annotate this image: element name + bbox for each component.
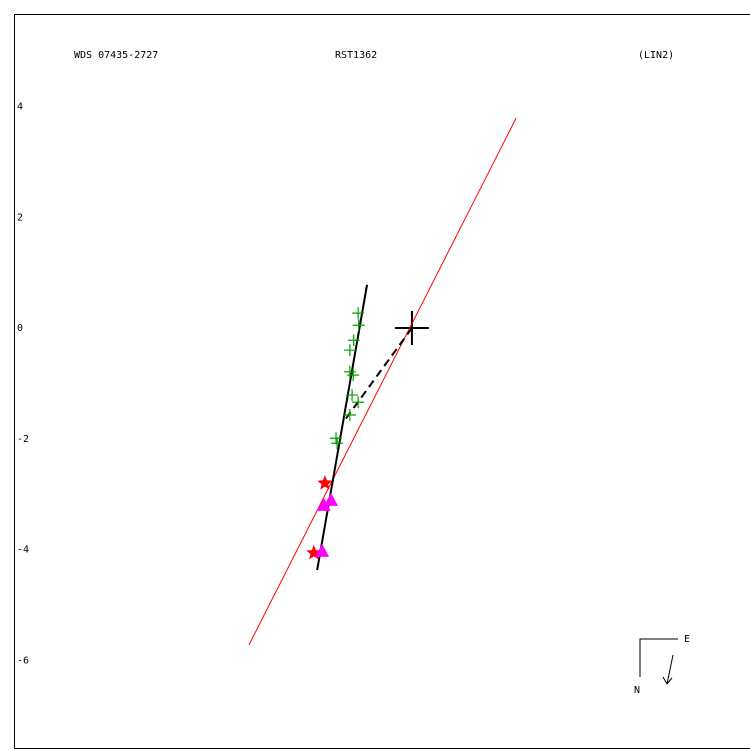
point-plus [352, 396, 365, 409]
point-plus [331, 437, 344, 450]
point-plus [347, 334, 360, 347]
chart-title: WDS 07435-2727 [74, 50, 158, 61]
y-tick-label: 2 [17, 212, 23, 223]
y-tick-label: -6 [17, 655, 29, 666]
y-tick-label: -4 [17, 545, 29, 556]
point-triangle [316, 497, 331, 511]
point-plus [352, 307, 365, 320]
fit-line [316, 284, 369, 571]
annotation: (LIN2) [638, 50, 674, 61]
point-plus [347, 369, 360, 382]
point-triangle [315, 543, 330, 557]
compass: E N [634, 634, 690, 696]
dashed-line [344, 327, 413, 421]
point-plus [343, 409, 356, 422]
y-tick-label: -2 [17, 434, 29, 445]
point-plus [346, 389, 359, 402]
compass-arrowhead [662, 676, 673, 685]
compass-axes [639, 638, 678, 677]
y-tick-label: 0 [17, 323, 23, 334]
point-star [317, 475, 333, 490]
primary-star [394, 311, 429, 346]
fit-line [248, 117, 517, 646]
frame [14, 14, 750, 749]
point-plus [352, 319, 365, 332]
compass-north: N [634, 685, 640, 696]
y-tick-label: 4 [17, 101, 23, 112]
compass-arrow [666, 654, 674, 685]
point-triangle [324, 492, 339, 506]
compass-east: E [684, 634, 690, 645]
chart-subtitle: RST1362 [335, 50, 377, 61]
point-plus [343, 365, 356, 378]
point-plus [330, 432, 342, 445]
point-plus [343, 344, 356, 357]
